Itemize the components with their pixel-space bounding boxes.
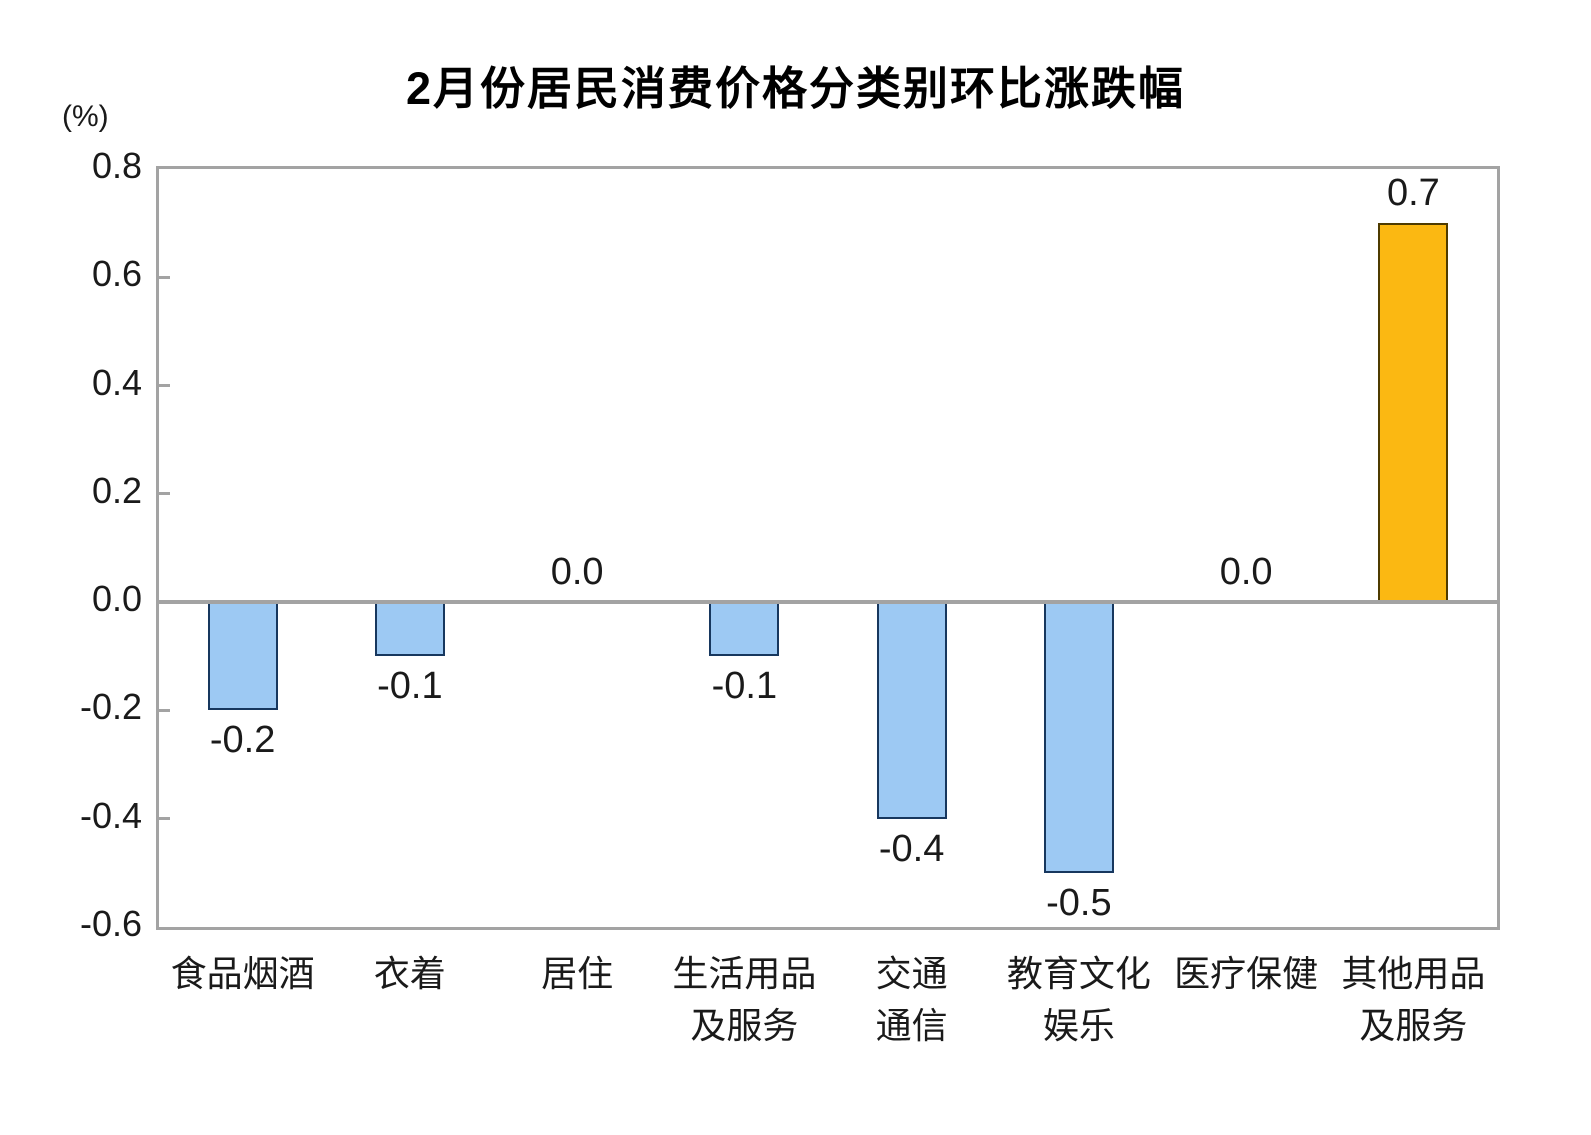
y-tick-label: -0.6 (79, 903, 142, 944)
y-tick-mark (159, 708, 170, 712)
bar-value-label: -0.1 (711, 665, 778, 708)
x-category-label: 医疗保健 (1174, 953, 1319, 994)
y-tick-label: 0.4 (91, 361, 142, 403)
bar (374, 602, 445, 657)
y-tick-mark (159, 492, 170, 496)
bar-value-label: -0.5 (1046, 881, 1112, 924)
bar-value-label: 0.0 (1219, 551, 1273, 594)
x-category-label: 教育文化 娱乐 (1006, 953, 1151, 1046)
y-tick-label: 0.6 (91, 253, 142, 295)
x-category-label: 衣着 (373, 953, 446, 994)
bar-value-label: -0.2 (209, 719, 276, 762)
y-axis-unit-label: (%) (62, 100, 109, 133)
y-tick-mark (159, 817, 170, 821)
bar (876, 602, 947, 819)
y-tick-label: 0.8 (91, 145, 142, 186)
bar-value-label: -0.4 (878, 827, 945, 870)
y-tick-label: 0.0 (91, 578, 142, 620)
x-category-label: 生活用品 及服务 (672, 953, 817, 1046)
y-tick-mark (159, 275, 170, 279)
y-tick-label: -0.2 (79, 686, 142, 728)
bar-value-label: 0.0 (550, 551, 604, 594)
bar (207, 602, 278, 711)
zero-axis-line (159, 600, 1497, 605)
bar (709, 602, 780, 657)
y-tick-label: 0.2 (91, 469, 142, 511)
x-category-label: 食品烟酒 (170, 953, 315, 994)
x-category-label: 其他用品 及服务 (1341, 953, 1486, 1046)
chart-title: 2月份居民消费价格分类别环比涨跌幅 (405, 63, 1186, 114)
x-category-label: 居住 (541, 953, 614, 994)
y-tick-mark (159, 384, 170, 388)
bar-value-label: 0.7 (1386, 172, 1440, 215)
y-tick-label: -0.4 (79, 794, 142, 836)
bar (1378, 223, 1449, 603)
x-category-label: 交通 通信 (875, 953, 948, 1046)
bar (1043, 602, 1114, 873)
bar-value-label: -0.1 (377, 665, 443, 708)
plot-area: -0.2 -0.1 0.0 -0.1 -0.4 -0.5 0.0 0.7 (156, 166, 1500, 930)
